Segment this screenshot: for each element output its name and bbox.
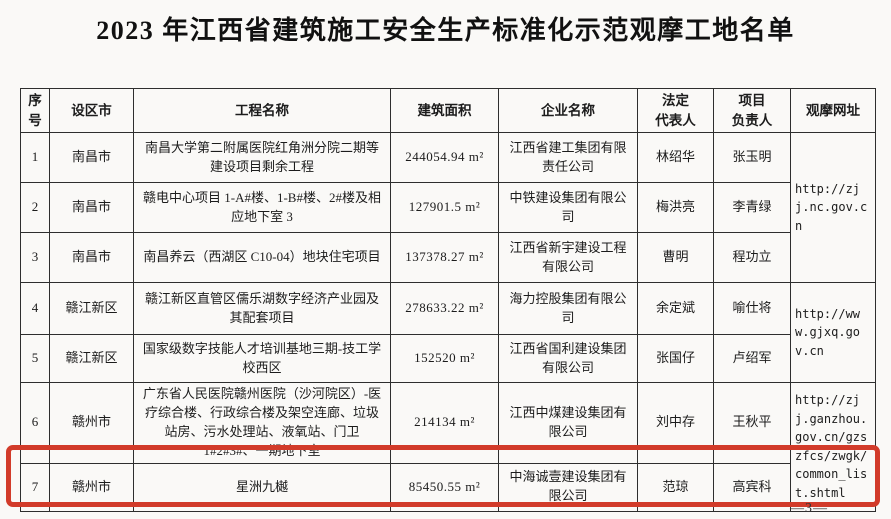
cell-city: 赣江新区 <box>49 334 134 384</box>
cell-index: 2 <box>20 182 50 234</box>
page-number: —3— <box>790 501 828 516</box>
cell-project-manager: 张玉明 <box>713 132 791 184</box>
cell-observation-url: http://zjj.ganzhou.gov.cn/gzszfcs/zwgk/c… <box>790 382 876 512</box>
cell-building-area: 244054.94 m² <box>390 132 499 184</box>
table-row: 3 南昌市 南昌养云（西湖区 C10-04）地块住宅项目 137378.27 m… <box>20 232 876 284</box>
cell-building-area: 85450.55 m² <box>390 462 499 512</box>
header-project-name: 工程名称 <box>133 87 391 134</box>
table-row: 2 南昌市 赣电中心项目 1-A#楼、1-B#楼、2#楼及相应地下室 3 127… <box>20 182 876 234</box>
cell-legal-representative: 曹明 <box>637 232 714 284</box>
cell-company-name: 中铁建设集团有限公司 <box>498 182 638 234</box>
cell-building-area: 278633.22 m² <box>390 282 499 336</box>
header-building-area: 建筑面积 <box>390 87 499 134</box>
cell-company-name: 海力控股集团有限公司 <box>498 282 638 336</box>
cell-city: 赣江新区 <box>49 282 134 336</box>
cell-project-manager: 李青绿 <box>713 182 791 234</box>
cell-building-area: 152520 m² <box>390 334 499 384</box>
cell-city: 南昌市 <box>49 182 134 234</box>
table-header-row: 序 号 设区市 工程名称 建筑面积 企业名称 法定 代表人 项目 负责人 观摩网… <box>20 87 876 134</box>
cell-company-name: 江西省新宇建设工程有限公司 <box>498 232 638 284</box>
cell-legal-representative: 梅洪亮 <box>637 182 714 234</box>
header-project-manager: 项目 负责人 <box>713 87 791 134</box>
cell-company-name: 中海诚壹建设集团有限公司 <box>498 462 638 512</box>
cell-project-name: 星洲九樾 <box>133 462 391 512</box>
table-row: 5 赣江新区 国家级数字技能人才培训基地三期-技工学校西区 152520 m² … <box>20 334 876 384</box>
page-title: 2023 年江西省建筑施工安全生产标准化示范观摩工地名单 <box>96 16 795 45</box>
cell-index: 3 <box>20 232 50 284</box>
cell-project-manager: 高宾科 <box>713 462 791 512</box>
table-row: 4 赣江新区 赣江新区直管区儒乐湖数字经济产业园及其配套项目 278633.22… <box>20 282 876 384</box>
cell-city: 赣州市 <box>49 462 134 512</box>
cell-project-name: 南昌养云（西湖区 C10-04）地块住宅项目 <box>133 232 391 284</box>
cell-legal-representative: 林绍华 <box>637 132 714 184</box>
header-observation-url: 观摩网址 <box>790 87 876 134</box>
header-index: 序 号 <box>20 87 50 134</box>
cell-project-manager: 程功立 <box>713 232 791 284</box>
header-company-name: 企业名称 <box>498 87 638 134</box>
cell-city: 南昌市 <box>49 132 134 184</box>
cell-building-area: 127901.5 m² <box>390 182 499 234</box>
table-row: 6 赣州市 广东省人民医院赣州医院（沙河院区）-医疗综合楼、行政综合楼及架空连廊… <box>20 382 876 512</box>
cell-city: 赣州市 <box>49 382 134 464</box>
cell-legal-representative: 刘中存 <box>637 382 714 464</box>
cell-company-name: 江西省国利建设集团有限公司 <box>498 334 638 384</box>
cell-company-name: 江西中煤建设集团有限公司 <box>498 382 638 464</box>
cell-observation-url: http://zjj.nc.gov.cn <box>790 132 876 284</box>
cell-project-name: 南昌大学第二附属医院红角洲分院二期等建设项目剩余工程 <box>133 132 391 184</box>
cell-building-area: 214134 m² <box>390 382 499 464</box>
cell-project-name: 赣电中心项目 1-A#楼、1-B#楼、2#楼及相应地下室 3 <box>133 182 391 234</box>
cell-index: 1 <box>20 132 50 184</box>
table-row: 1 南昌市 南昌大学第二附属医院红角洲分院二期等建设项目剩余工程 244054.… <box>20 132 876 284</box>
cell-index: 7 <box>20 462 50 512</box>
cell-legal-representative: 余定斌 <box>637 282 714 336</box>
cell-project-manager: 王秋平 <box>713 382 791 464</box>
cell-project-name: 广东省人民医院赣州医院（沙河院区）-医疗综合楼、行政综合楼及架空连廊、垃圾站房、… <box>133 382 391 464</box>
cell-index: 5 <box>20 334 50 384</box>
header-legal-representative: 法定 代表人 <box>637 87 714 134</box>
table-row-highlighted: 7 赣州市 星洲九樾 85450.55 m² 中海诚壹建设集团有限公司 范琼 高… <box>20 462 876 512</box>
cell-project-manager: 喻仕将 <box>713 282 791 336</box>
cell-company-name: 江西省建工集团有限责任公司 <box>498 132 638 184</box>
cell-legal-representative: 张国仔 <box>637 334 714 384</box>
cell-city: 南昌市 <box>49 232 134 284</box>
header-city: 设区市 <box>49 87 134 134</box>
observation-sites-table: 序 号 设区市 工程名称 建筑面积 企业名称 法定 代表人 项目 负责人 观摩网… <box>20 87 876 512</box>
cell-index: 4 <box>20 282 50 336</box>
cell-building-area: 137378.27 m² <box>390 232 499 284</box>
cell-project-name: 国家级数字技能人才培训基地三期-技工学校西区 <box>133 334 391 384</box>
cell-observation-url: http://www.gjxq.gov.cn <box>790 282 876 384</box>
cell-legal-representative: 范琼 <box>637 462 714 512</box>
cell-project-manager: 卢绍军 <box>713 334 791 384</box>
cell-project-name: 赣江新区直管区儒乐湖数字经济产业园及其配套项目 <box>133 282 391 336</box>
cell-index: 6 <box>20 382 50 464</box>
